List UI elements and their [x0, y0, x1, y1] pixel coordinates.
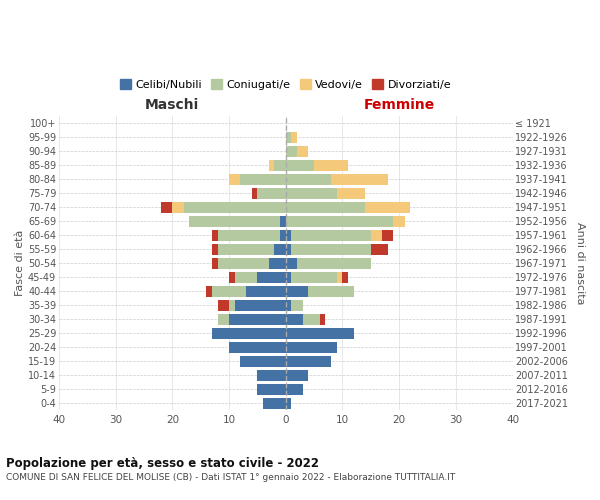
Bar: [365, 202, 410, 212]
Bar: [257, 384, 286, 394]
Legend: Celibi/Nubili, Coniugati/e, Vedovi/e, Divorziati/e: Celibi/Nubili, Coniugati/e, Vedovi/e, Di…: [116, 74, 455, 94]
Bar: [292, 272, 337, 282]
Bar: [241, 356, 286, 366]
Bar: [172, 202, 184, 212]
Bar: [190, 216, 280, 226]
Bar: [303, 314, 320, 324]
Bar: [286, 370, 308, 380]
Bar: [371, 230, 382, 240]
Bar: [257, 370, 286, 380]
Bar: [286, 230, 292, 240]
Bar: [235, 300, 286, 310]
Text: Popolazione per età, sesso e stato civile - 2022: Popolazione per età, sesso e stato civil…: [6, 458, 319, 470]
Text: Femmine: Femmine: [364, 98, 435, 112]
Bar: [292, 244, 371, 254]
Bar: [212, 258, 218, 268]
Bar: [218, 230, 280, 240]
Bar: [292, 230, 371, 240]
Bar: [246, 286, 286, 296]
Bar: [286, 216, 394, 226]
Bar: [206, 286, 212, 296]
Bar: [241, 174, 286, 184]
Bar: [320, 314, 325, 324]
Bar: [184, 202, 286, 212]
Bar: [286, 356, 331, 366]
Bar: [212, 328, 286, 338]
Bar: [229, 174, 241, 184]
Bar: [161, 202, 172, 212]
Bar: [286, 342, 337, 352]
Bar: [371, 244, 388, 254]
Bar: [274, 244, 286, 254]
Bar: [235, 272, 257, 282]
Bar: [263, 398, 286, 408]
Bar: [280, 216, 286, 226]
Bar: [286, 314, 303, 324]
Bar: [229, 342, 286, 352]
Y-axis label: Anni di nascita: Anni di nascita: [575, 222, 585, 304]
Bar: [286, 146, 297, 156]
Bar: [308, 286, 354, 296]
Bar: [257, 272, 286, 282]
Bar: [337, 188, 365, 198]
Bar: [286, 132, 292, 142]
Bar: [286, 160, 314, 170]
Bar: [286, 188, 337, 198]
Bar: [382, 230, 394, 240]
Bar: [286, 286, 308, 296]
Bar: [314, 160, 348, 170]
Bar: [343, 272, 348, 282]
Bar: [218, 300, 229, 310]
Bar: [337, 272, 343, 282]
Bar: [292, 300, 303, 310]
Bar: [269, 160, 274, 170]
Bar: [286, 258, 297, 268]
Bar: [212, 286, 246, 296]
Bar: [252, 188, 257, 198]
Bar: [286, 384, 303, 394]
Bar: [286, 328, 354, 338]
Bar: [229, 314, 286, 324]
Bar: [286, 398, 292, 408]
Bar: [218, 258, 269, 268]
Bar: [280, 230, 286, 240]
Bar: [297, 258, 371, 268]
Bar: [286, 174, 331, 184]
Bar: [229, 300, 235, 310]
Bar: [218, 244, 274, 254]
Bar: [286, 202, 365, 212]
Bar: [212, 230, 218, 240]
Bar: [292, 132, 297, 142]
Bar: [297, 146, 308, 156]
Bar: [212, 244, 218, 254]
Bar: [257, 188, 286, 198]
Y-axis label: Fasce di età: Fasce di età: [15, 230, 25, 296]
Text: COMUNE DI SAN FELICE DEL MOLISE (CB) - Dati ISTAT 1° gennaio 2022 - Elaborazione: COMUNE DI SAN FELICE DEL MOLISE (CB) - D…: [6, 472, 455, 482]
Bar: [286, 272, 292, 282]
Bar: [269, 258, 286, 268]
Bar: [286, 244, 292, 254]
Text: Maschi: Maschi: [145, 98, 199, 112]
Bar: [229, 272, 235, 282]
Bar: [331, 174, 388, 184]
Bar: [394, 216, 405, 226]
Bar: [274, 160, 286, 170]
Bar: [218, 314, 229, 324]
Bar: [286, 300, 292, 310]
